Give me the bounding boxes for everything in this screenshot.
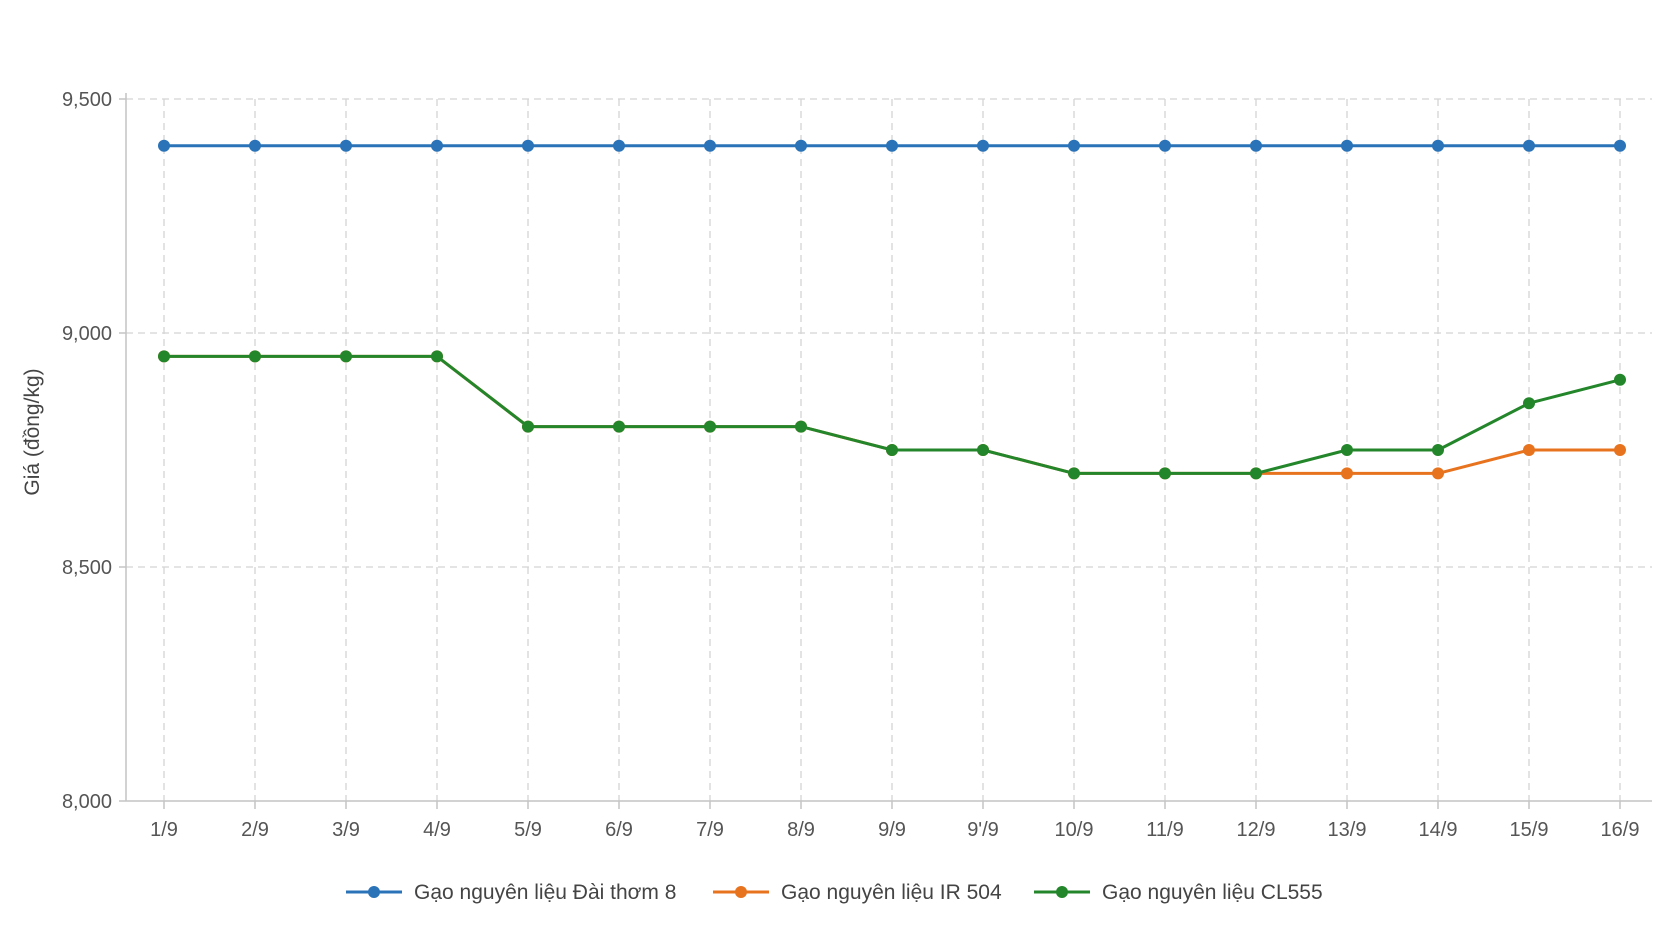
data-point[interactable]: [431, 350, 443, 363]
data-point[interactable]: [977, 444, 989, 456]
x-tick-label: 8/9: [787, 819, 815, 841]
data-point[interactable]: [1614, 444, 1626, 456]
y-tick-label: 9,000: [62, 323, 112, 345]
legend[interactable]: Gạo nguyên liệu Đài thơm 8 Gạo nguyên liệ…: [346, 881, 1323, 904]
data-point[interactable]: [158, 350, 170, 363]
x-tick-label: 7/9: [696, 819, 724, 841]
legend-item[interactable]: Gạo nguyên liệu CL555: [1034, 881, 1323, 904]
legend-swatch-marker: [735, 886, 747, 898]
legend-label: Gạo nguyên liệu CL555: [1102, 881, 1323, 904]
data-point[interactable]: [1068, 139, 1080, 152]
data-point[interactable]: [977, 139, 989, 152]
data-point[interactable]: [613, 420, 625, 433]
data-point[interactable]: [1432, 444, 1444, 456]
data-point[interactable]: [886, 139, 898, 152]
legend-label: Gạo nguyên liệu IR 504: [781, 881, 1002, 904]
data-point[interactable]: [522, 420, 534, 433]
data-point[interactable]: [1432, 139, 1444, 152]
data-point[interactable]: [795, 139, 807, 152]
x-tick-label: 12/9: [1237, 819, 1276, 841]
data-point[interactable]: [522, 139, 534, 152]
data-point[interactable]: [431, 139, 443, 152]
legend-item[interactable]: Gạo nguyên liệu Đài thơm 8: [346, 881, 676, 904]
x-tick-label: 9/9: [878, 819, 906, 841]
data-point[interactable]: [158, 139, 170, 152]
data-point[interactable]: [613, 139, 625, 152]
data-point[interactable]: [1341, 444, 1353, 456]
data-point[interactable]: [249, 139, 261, 152]
legend-label: Gạo nguyên liệu Đài thơm 8: [414, 881, 676, 904]
y-tick-label: 8,500: [62, 557, 112, 579]
x-tick-label: 3/9: [332, 819, 360, 841]
axes: 8,000 8,500 9,000 9,500 1/9 2/9 3/9 4/9 5/9 6/9 7/…: [62, 89, 1652, 841]
series-lines: [158, 139, 1626, 480]
data-point[interactable]: [704, 139, 716, 152]
data-point[interactable]: [1432, 467, 1444, 480]
y-axis-title: Giá (đồng/kg): [21, 368, 44, 495]
data-point[interactable]: [886, 444, 898, 456]
series-gao-nguyen-lieu-dai-thom-8: [158, 139, 1626, 152]
data-point[interactable]: [1250, 139, 1262, 152]
x-tick-label: 15/9: [1510, 819, 1549, 841]
y-tick-label: 9,500: [62, 89, 112, 111]
data-point[interactable]: [1159, 139, 1171, 152]
series-gao-nguyen-lieu-cl555: [158, 350, 1626, 480]
data-point[interactable]: [1068, 467, 1080, 480]
x-tick-label: 9ʹ/9: [967, 819, 999, 841]
data-point[interactable]: [1523, 139, 1535, 152]
data-point[interactable]: [1523, 444, 1535, 456]
x-tick-label: 11/9: [1146, 819, 1183, 841]
data-point[interactable]: [1341, 467, 1353, 480]
data-point[interactable]: [1523, 397, 1535, 410]
y-tick-label: 8,000: [62, 791, 112, 813]
legend-swatch-marker: [368, 886, 380, 898]
x-tick-label: 14/9: [1419, 819, 1458, 841]
data-point[interactable]: [704, 420, 716, 433]
x-tick-label: 16/9: [1601, 819, 1640, 841]
x-tick-label: 6/9: [605, 819, 633, 841]
x-tick-label: 5/9: [514, 819, 542, 841]
x-tick-label: 10/9: [1055, 819, 1094, 841]
legend-swatch-marker: [1056, 886, 1068, 898]
x-tick-label: 13/9: [1328, 819, 1367, 841]
x-tick-label: 1/9: [150, 819, 178, 841]
data-point[interactable]: [1341, 139, 1353, 152]
data-point[interactable]: [340, 350, 352, 363]
data-point[interactable]: [1159, 467, 1171, 480]
x-tick-label: 4/9: [423, 819, 451, 841]
legend-item[interactable]: Gạo nguyên liệu IR 504: [713, 881, 1002, 904]
data-point[interactable]: [1614, 139, 1626, 152]
data-point[interactable]: [1250, 467, 1262, 480]
data-point[interactable]: [249, 350, 261, 363]
data-point[interactable]: [340, 139, 352, 152]
data-point[interactable]: [795, 420, 807, 433]
data-point[interactable]: [1614, 373, 1626, 386]
x-tick-label: 2/9: [241, 819, 269, 841]
